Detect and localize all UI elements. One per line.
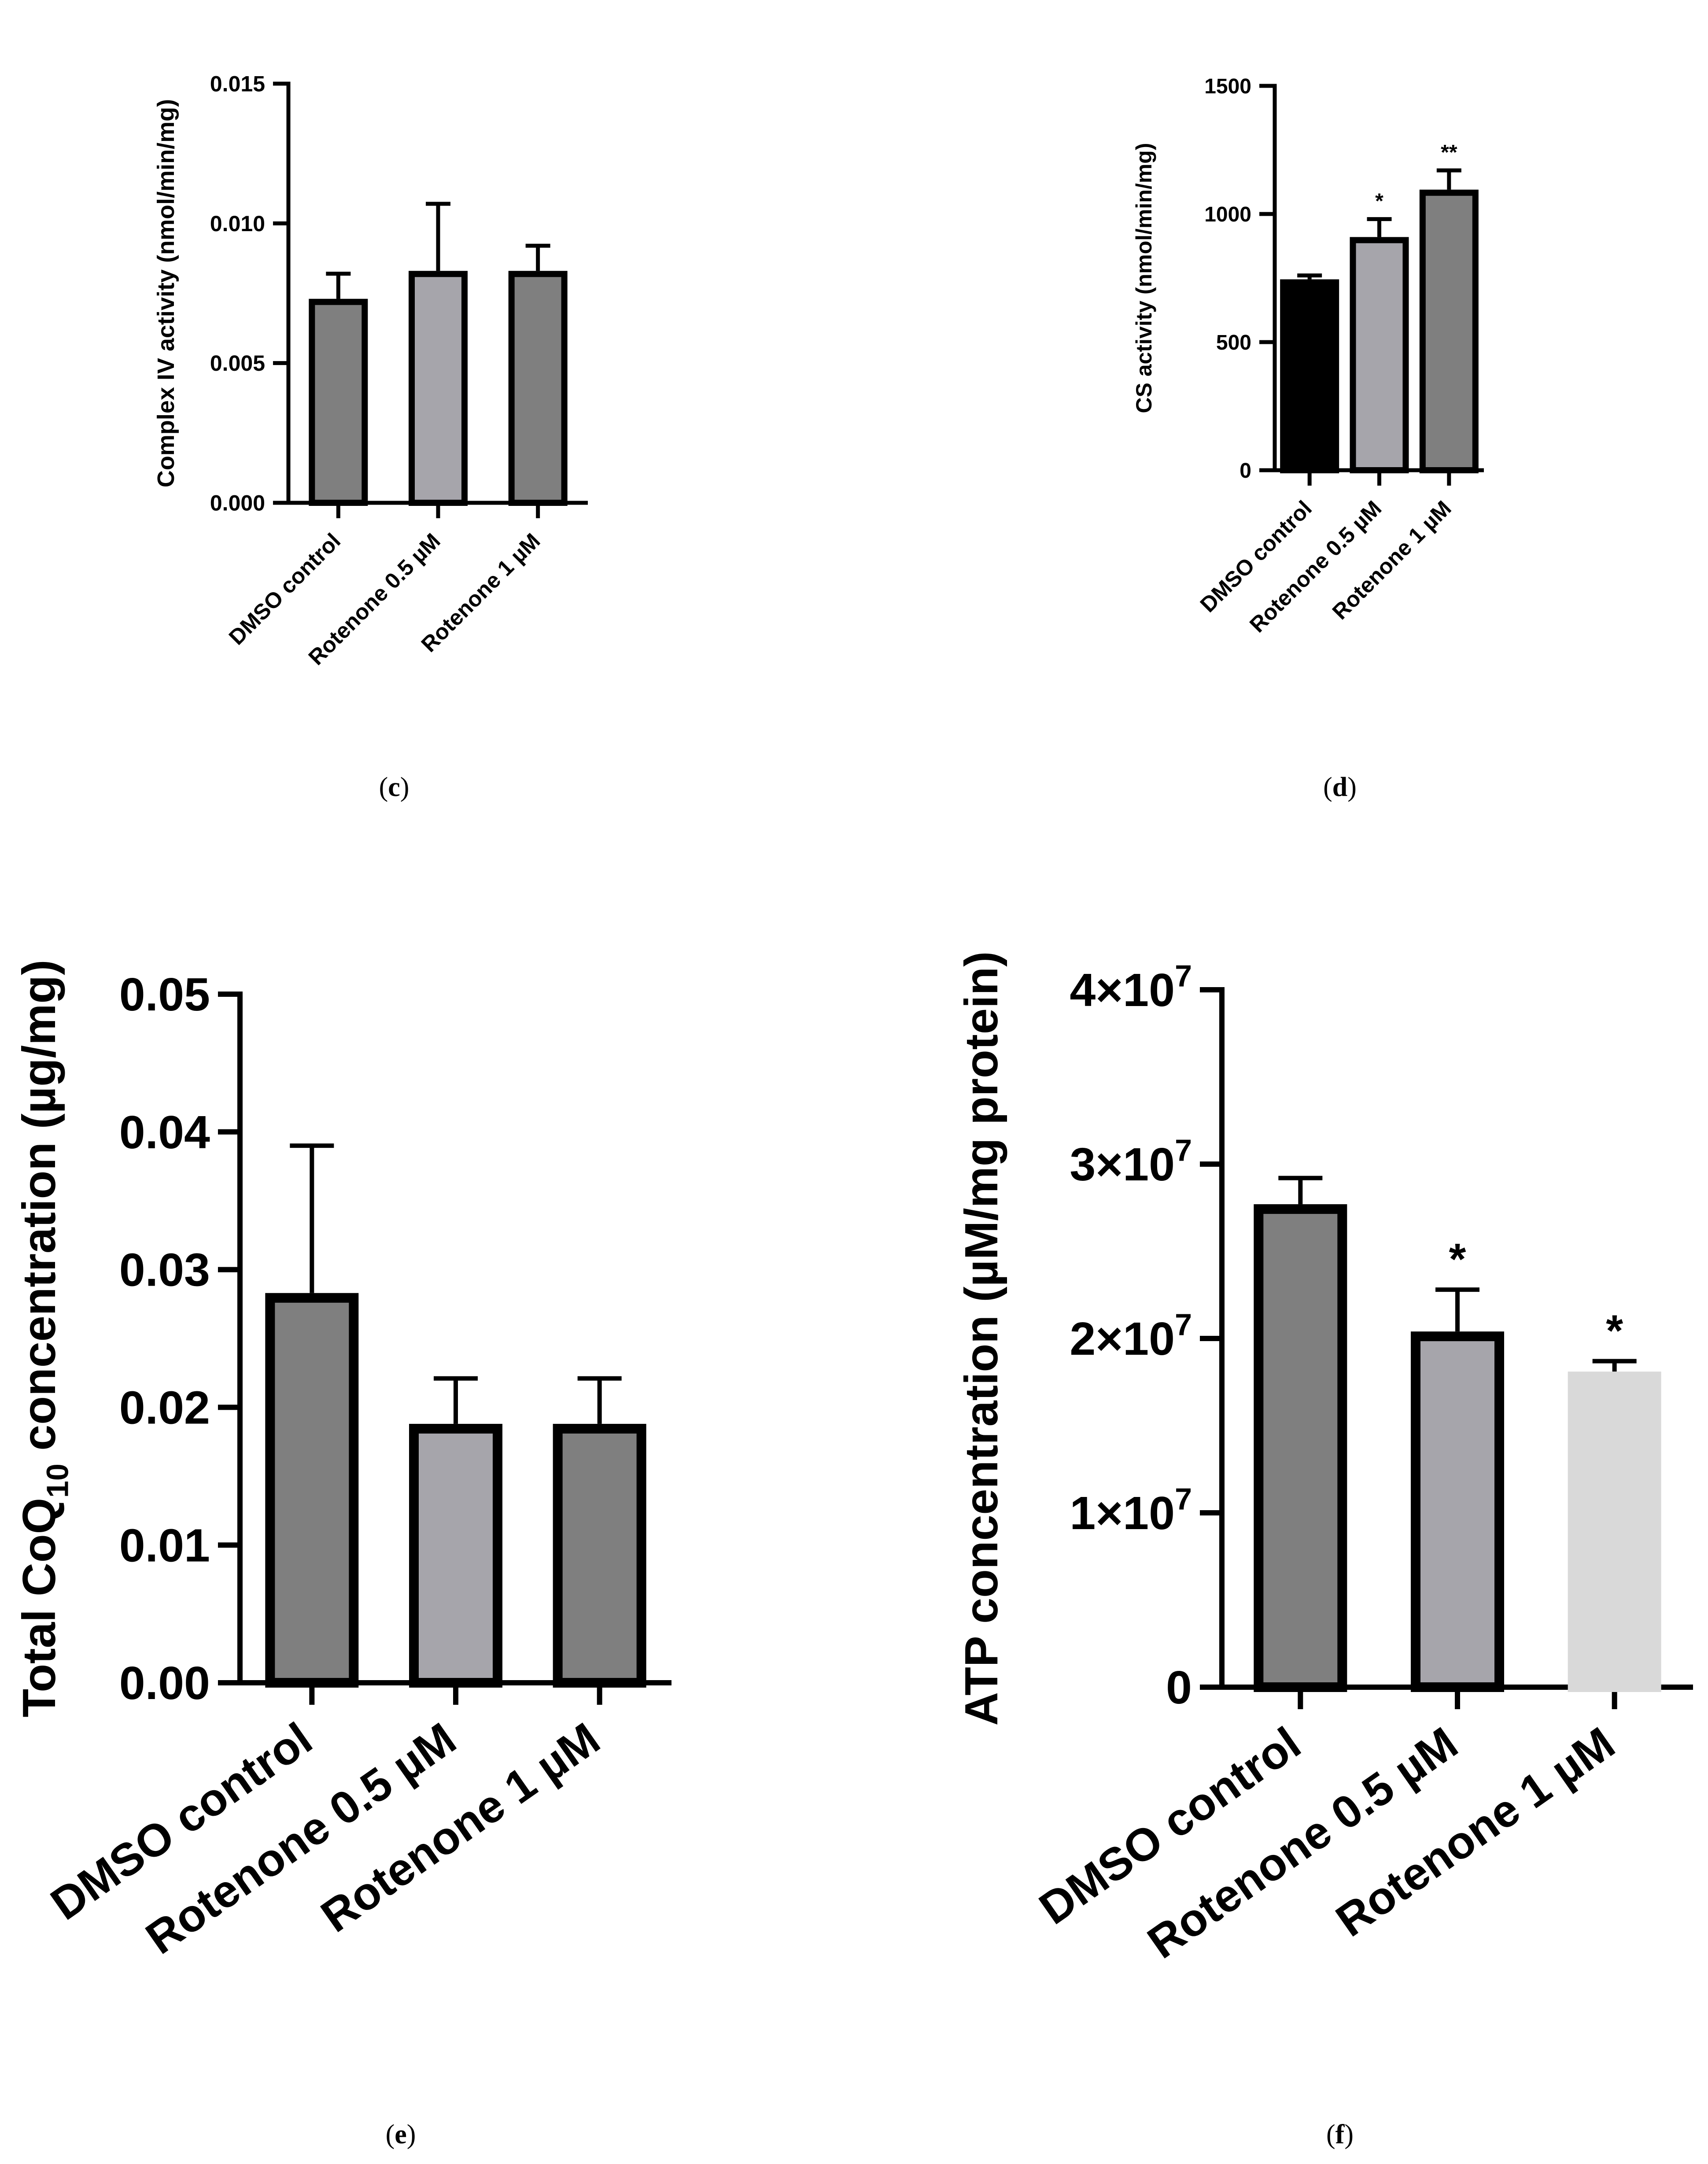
significance-marker: * [1606, 1306, 1623, 1355]
bar [409, 271, 468, 506]
bar [508, 271, 568, 506]
panel-caption: (e) [386, 2120, 416, 2149]
y-axis-title: CS activity (nmol/min/mg) [1132, 143, 1156, 413]
panel-caption-letter: c [388, 772, 400, 802]
panel-caption-letter: d [1332, 772, 1347, 802]
y-tick-label: 0.015 [210, 72, 265, 96]
bar [265, 1293, 359, 1688]
y-axis-title: Total CoQ10 concentration (µg/mg) [13, 960, 75, 1718]
y-tick-label: 0.000 [210, 491, 265, 516]
y-axis-title: ATP concentration (µM/mg protein) [955, 951, 1007, 1725]
y-tick-label: 4×107 [1070, 959, 1192, 1017]
y-tick-label: 0.03 [119, 1244, 210, 1296]
y-tick-label: 0.04 [119, 1106, 210, 1158]
y-tick-label-base: 2×10 [1070, 1313, 1175, 1365]
y-axis-title-subscript: 10 [41, 1464, 75, 1498]
y-tick-label: 0.02 [119, 1382, 210, 1434]
y-tick-label-base: 4×10 [1070, 964, 1175, 1016]
y-tick-label-base: 3×10 [1070, 1139, 1175, 1191]
x-category-label: DMSO control [1030, 1718, 1310, 1935]
panel-caption-open: ( [379, 772, 388, 802]
y-tick-label: 0 [1239, 459, 1251, 483]
panel-caption-letter: f [1335, 2120, 1345, 2149]
panel-caption-close: ) [1347, 772, 1357, 802]
significance-marker: ** [1441, 141, 1457, 164]
significance-marker: * [1449, 1235, 1466, 1284]
bar [409, 1423, 502, 1688]
y-tick-label: 0.005 [210, 351, 265, 376]
y-axis-title: Complex IV activity (nmol/min/mg) [153, 99, 179, 487]
bar [1419, 189, 1479, 473]
bar [1280, 279, 1339, 473]
y-tick-label: 3×107 [1070, 1133, 1192, 1191]
y-tick-label: 0.010 [210, 211, 265, 236]
y-tick-label-exponent: 7 [1175, 1308, 1192, 1342]
y-tick-label-exponent: 7 [1175, 959, 1192, 993]
panel-caption-close: ) [1344, 2120, 1354, 2149]
y-tick-label: 2×107 [1070, 1308, 1192, 1365]
panel-caption-open: ( [386, 2120, 395, 2149]
y-axis-title-part: concentration (µg/mg) [13, 960, 65, 1464]
x-category-label: Rotenone 1 µM [1327, 1718, 1624, 1946]
y-tick-label: 1000 [1204, 203, 1251, 226]
panel-caption: (f) [1326, 2120, 1354, 2149]
panel-caption: (c) [379, 772, 409, 802]
y-tick-label: 0.01 [119, 1519, 210, 1571]
y-tick-label: 0.05 [119, 969, 210, 1021]
x-category-label: Rotenone 1 µM [1328, 496, 1456, 624]
y-axis-title-part: Total CoQ [13, 1498, 65, 1718]
bar [1568, 1371, 1661, 1692]
bar [1254, 1204, 1347, 1692]
y-tick-label: 0.00 [119, 1657, 210, 1709]
panel-caption-close: ) [400, 772, 409, 802]
y-tick-label: 500 [1216, 331, 1251, 354]
y-tick-label: 1500 [1204, 75, 1251, 98]
panel-caption-open: ( [1326, 2120, 1335, 2149]
y-tick-label: 1×107 [1070, 1482, 1192, 1540]
panel-caption-letter: e [395, 2120, 407, 2149]
significance-marker: * [1375, 190, 1383, 213]
panel-caption: (d) [1323, 772, 1357, 802]
bar [1350, 237, 1409, 473]
y-tick-label: 0 [1166, 1662, 1192, 1714]
y-tick-label-base: 0 [1166, 1662, 1192, 1714]
y-tick-label-exponent: 7 [1175, 1482, 1192, 1516]
bar [1411, 1331, 1504, 1692]
panel-caption-close: ) [407, 2120, 416, 2149]
bar [309, 299, 368, 506]
x-category-label: Rotenone 0.5 µM [1245, 496, 1386, 637]
y-tick-label-base: 1×10 [1070, 1487, 1175, 1539]
bar [553, 1423, 646, 1688]
y-tick-label-exponent: 7 [1175, 1133, 1192, 1168]
panel-caption-open: ( [1323, 772, 1332, 802]
